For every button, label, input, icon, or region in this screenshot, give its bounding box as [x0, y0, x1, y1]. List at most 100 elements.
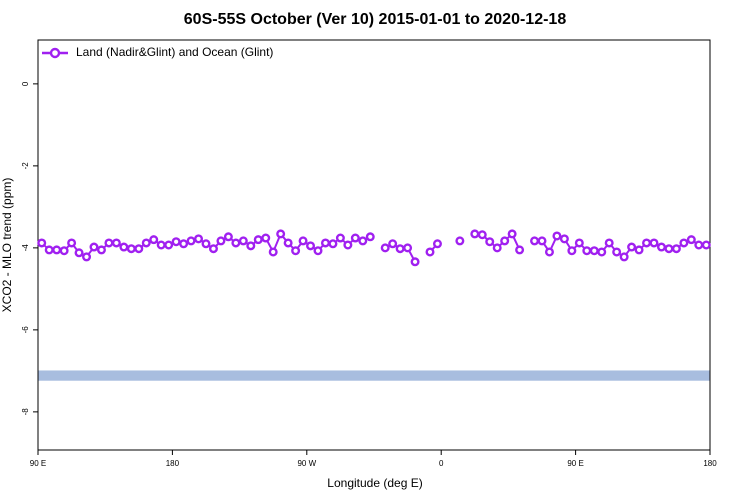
- data-point: [395, 244, 405, 254]
- data-point: [612, 247, 622, 257]
- data-point: [627, 242, 637, 252]
- data-point: [656, 242, 666, 252]
- data-point: [89, 242, 99, 252]
- data-point: [67, 238, 77, 248]
- data-point: [604, 238, 614, 248]
- data-point: [44, 245, 54, 255]
- data-point: [380, 243, 390, 253]
- data-point: [111, 238, 121, 248]
- data-point: [149, 235, 159, 245]
- data-point: [634, 245, 644, 255]
- data-point: [507, 229, 517, 239]
- data-point: [701, 240, 711, 250]
- data-point: [119, 242, 129, 252]
- y-tick-label: 0: [21, 81, 30, 86]
- data-point: [642, 238, 652, 248]
- data-point: [515, 245, 525, 255]
- data-point: [350, 233, 360, 243]
- data-point: [134, 244, 144, 254]
- data-point: [335, 233, 345, 243]
- data-point: [306, 241, 316, 251]
- data-point: [74, 248, 84, 258]
- data-point: [216, 236, 226, 246]
- y-tick-label: -2: [21, 162, 30, 170]
- chart-title: 60S-55S October (Ver 10) 2015-01-01 to 2…: [184, 11, 567, 28]
- data-point: [649, 238, 659, 248]
- x-tick-label: 90 W: [297, 459, 316, 468]
- data-point: [261, 233, 271, 243]
- data-point: [671, 244, 681, 254]
- data-point: [664, 244, 674, 254]
- y-tick-label: -4: [21, 244, 30, 252]
- data-point: [291, 246, 301, 256]
- x-tick-label: 180: [166, 459, 180, 468]
- data-point: [223, 232, 233, 242]
- data-point: [403, 243, 413, 253]
- x-tick-label: 0: [439, 459, 444, 468]
- data-point: [597, 247, 607, 257]
- data-point: [313, 246, 323, 256]
- data-point: [485, 237, 495, 247]
- data-point: [194, 234, 204, 244]
- data-point: [694, 240, 704, 250]
- data-point: [470, 229, 480, 239]
- data-point: [477, 230, 487, 240]
- data-point: [231, 238, 241, 248]
- data-point: [388, 239, 398, 249]
- reference-band: [38, 370, 710, 381]
- data-point: [276, 229, 286, 239]
- y-tick-label: -6: [21, 326, 30, 334]
- data-point: [567, 246, 577, 256]
- data-point: [537, 236, 547, 246]
- data-point: [126, 244, 136, 254]
- data-point: [425, 247, 435, 257]
- x-tick-label: 180: [703, 459, 717, 468]
- data-point: [186, 236, 196, 246]
- data-point: [619, 252, 629, 262]
- data-point: [358, 236, 368, 246]
- data-point: [171, 237, 181, 247]
- data-point: [164, 240, 174, 250]
- data-point: [432, 239, 442, 249]
- x-tick-label: 90 E: [567, 459, 583, 468]
- data-point: [283, 238, 293, 248]
- legend-marker: [49, 47, 61, 59]
- data-point: [686, 235, 696, 245]
- x-tick-label: 90 E: [30, 459, 46, 468]
- data-point: [679, 238, 689, 248]
- y-tick-label: -8: [21, 408, 30, 416]
- data-point: [246, 241, 256, 251]
- data-point: [365, 232, 375, 242]
- data-point: [208, 244, 218, 254]
- data-point: [410, 257, 420, 267]
- data-point: [455, 236, 465, 246]
- data-point: [320, 238, 330, 248]
- data-point: [500, 236, 510, 246]
- data-point: [530, 236, 540, 246]
- data-point: [268, 247, 278, 257]
- data-point: [253, 235, 263, 245]
- data-point: [82, 252, 92, 262]
- data-point: [104, 238, 114, 248]
- data-point: [552, 231, 562, 241]
- data-point: [298, 236, 308, 246]
- data-point: [52, 245, 62, 255]
- data-point: [559, 234, 569, 244]
- data-point: [37, 238, 47, 248]
- data-point: [343, 240, 353, 250]
- data-point: [589, 246, 599, 256]
- data-point: [544, 247, 554, 257]
- data-point: [492, 243, 502, 253]
- data-point: [574, 238, 584, 248]
- data-point: [582, 246, 592, 256]
- data-point: [59, 246, 69, 256]
- data-point: [328, 239, 338, 249]
- legend-label: Land (Nadir&Glint) and Ocean (Glint): [76, 45, 273, 59]
- data-point: [156, 240, 166, 250]
- data-point: [201, 239, 211, 249]
- data-point: [96, 245, 106, 255]
- data-point: [179, 239, 189, 249]
- data-point: [238, 236, 248, 246]
- x-axis-label: Longitude (deg E): [327, 476, 422, 490]
